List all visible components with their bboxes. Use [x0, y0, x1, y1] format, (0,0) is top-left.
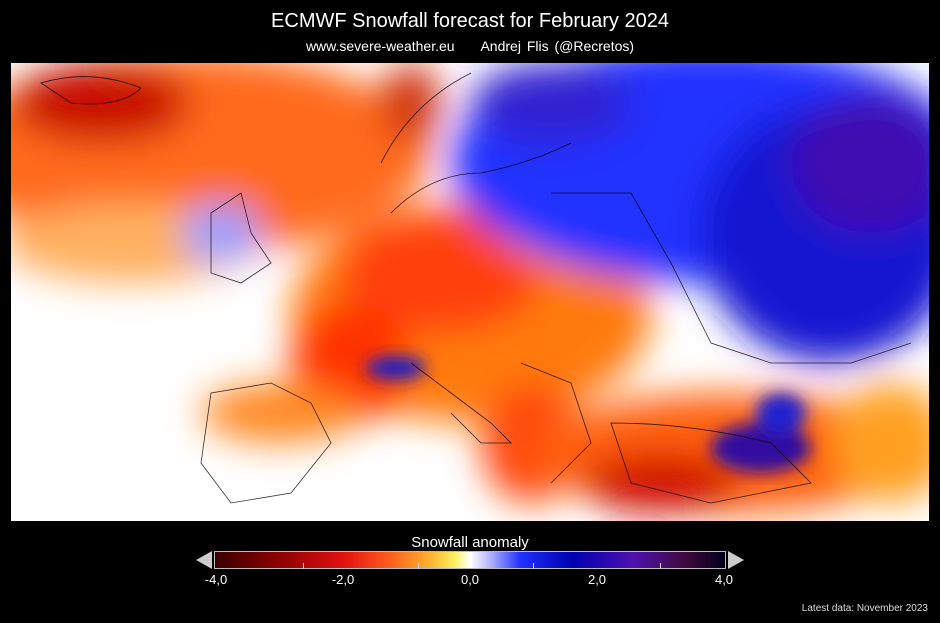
- map-title: ECMWF Snowfall forecast for February 202…: [271, 10, 669, 32]
- map-subtitle: www.severe-weather.eu Andrej Flis (@Recr…: [0, 38, 940, 54]
- colorbar-minor-tick: [660, 563, 661, 569]
- website-credit: www.severe-weather.eu: [305, 38, 455, 54]
- colorbar-minor-tick: [418, 563, 419, 569]
- colorbar-tick-label: 0,0: [460, 572, 480, 587]
- snowfall-anomaly-map: [11, 63, 929, 521]
- colorbar-title: Snowfall anomaly: [411, 534, 529, 551]
- colorbar-tick-label: -4,0: [204, 572, 228, 587]
- colorbar-tick-label: -2,0: [331, 572, 355, 587]
- colorbar-tick-label: 2,0: [587, 572, 607, 587]
- latest-data-note: Latest data: November 2023: [801, 603, 928, 614]
- colorbar-minor-tick: [303, 563, 304, 569]
- colorbar-minor-tick: [533, 563, 534, 569]
- author-credit: Andrej Flis (@Recretos): [480, 38, 635, 54]
- colorbar-tick-label: 4,0: [714, 572, 734, 587]
- colorbar: [214, 551, 726, 569]
- colorbar-min-arrow: [196, 551, 212, 569]
- colorbar-max-arrow: [728, 551, 744, 569]
